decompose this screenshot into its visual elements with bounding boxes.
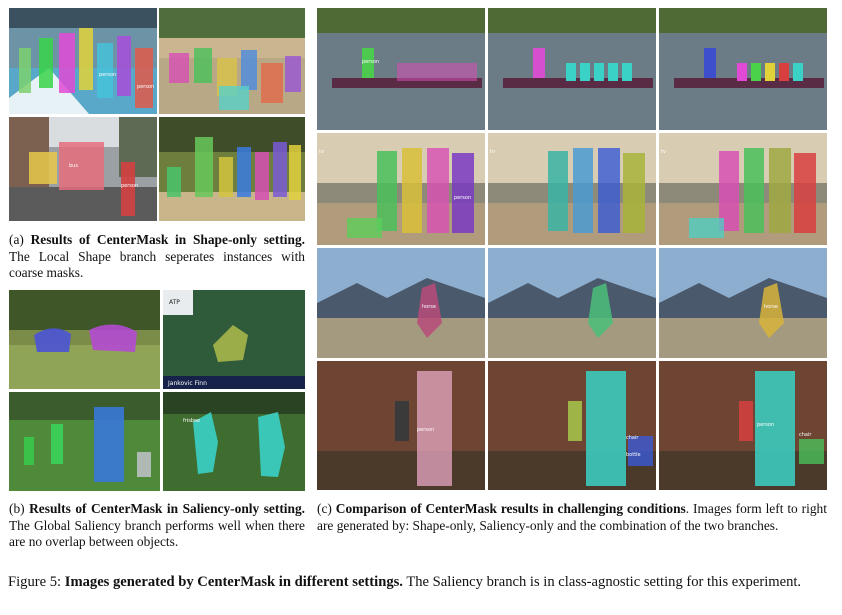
mask-label: person: [362, 59, 379, 65]
caption-c-prefix: (c): [317, 501, 336, 516]
mask-label: person: [121, 183, 138, 189]
mask-label: tv: [319, 149, 324, 155]
panel-b-image-zebras: [9, 290, 160, 389]
tennis-banner: Jankovic Finn: [167, 380, 207, 387]
mask-label: bottle: [626, 452, 641, 458]
atp-logo: ATP: [169, 299, 180, 306]
mask-label: horse: [764, 304, 778, 310]
panel-c-room-combined: person chair: [659, 361, 827, 490]
panel-a-image-market: [159, 8, 305, 114]
panel-b-image-frisbee: frisbee: [163, 392, 305, 491]
panel-c-horse-shape: horse: [317, 248, 485, 358]
caption-c: (c) Comparison of CenterMask results in …: [317, 501, 827, 534]
mask-label: person: [99, 72, 116, 78]
panel-c-horse-combined: horse: [659, 248, 827, 358]
panel-c-room-shape: person: [317, 361, 485, 490]
caption-a: (a) Results of CenterMask in Shape-only …: [9, 232, 305, 282]
panel-c-boat-combined: [659, 8, 827, 130]
caption-a-prefix: (a): [9, 232, 31, 247]
caption-b-bold: Results of CenterMask in Saliency-only s…: [29, 501, 305, 516]
mask-label: tv: [661, 149, 666, 155]
figure-caption: Figure 5: Images generated by CenterMask…: [8, 573, 836, 591]
panel-b-image-soccer: [9, 392, 160, 491]
panel-b-image-tennis: ATP Jankovic Finn: [163, 290, 305, 389]
mask-label: chair: [799, 432, 812, 438]
caption-a-bold: Results of CenterMask in Shape-only sett…: [30, 232, 305, 247]
caption-a-rest: The Local Shape branch seperates instanc…: [9, 248, 305, 281]
panel-c-boat-shape: person: [317, 8, 485, 130]
panel-c-horse-saliency: [488, 248, 656, 358]
panel-c-classroom-saliency: tv: [488, 133, 656, 245]
caption-c-bold: Comparison of CenterMask results in chal…: [335, 501, 686, 516]
panel-c-classroom-combined: tv: [659, 133, 827, 245]
mask-label: bus: [69, 163, 78, 169]
panel-a-image-pool: person person: [9, 8, 157, 114]
mask-label: tv: [490, 149, 495, 155]
figure-caption-prefix: Figure 5:: [8, 574, 65, 590]
caption-b-prefix: (b): [9, 501, 30, 516]
panel-c-boat-saliency: [488, 8, 656, 130]
mask-label: person: [137, 84, 154, 90]
caption-b: (b) Results of CenterMask in Saliency-on…: [9, 501, 305, 551]
mask-label: person: [454, 195, 471, 201]
caption-b-rest: The Global Saliency branch performs well…: [9, 517, 305, 550]
mask-label: horse: [422, 304, 436, 310]
panel-c-room-saliency: chair bottle: [488, 361, 656, 490]
mask-label: chair: [626, 435, 639, 441]
mask-label: frisbee: [183, 418, 200, 424]
figure-caption-rest: The Saliency branch is in class-agnostic…: [402, 574, 802, 590]
mask-label: person: [417, 427, 434, 433]
panel-c-classroom-shape: tv person: [317, 133, 485, 245]
panel-a-image-bus: bus person: [9, 117, 157, 221]
figure-caption-bold: Images generated by CenterMask in differ…: [64, 574, 403, 590]
mask-label: person: [757, 422, 774, 428]
panel-a-image-field: [159, 117, 305, 221]
caption-c-rest: . Images form left to right are generate…: [317, 501, 827, 533]
